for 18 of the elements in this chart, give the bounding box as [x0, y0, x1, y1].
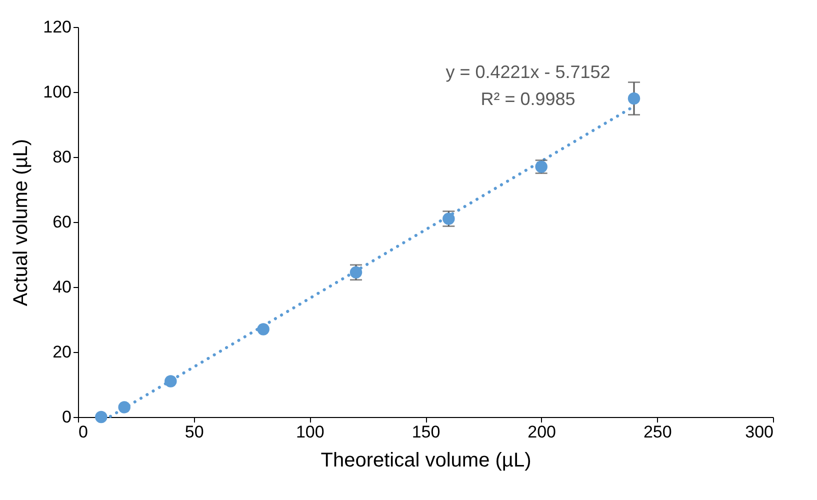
y-tick-label: 80 [52, 148, 72, 166]
annotation: R² = 0.9985 [480, 89, 576, 109]
x-tick-label: 250 [643, 422, 672, 442]
y-tick-label: 100 [43, 82, 72, 102]
x-tick-label: 0 [78, 422, 88, 442]
y-axis-title: Actual volume (µL) [10, 138, 32, 306]
x-tick-label: 100 [296, 422, 324, 442]
y-tick-label: 60 [52, 212, 72, 232]
x-tick-label: 300 [745, 422, 774, 442]
annotation: y = 0.4221x - 5.7152 [446, 62, 610, 82]
y-tick-label: 20 [52, 342, 72, 362]
x-tick-label: 50 [184, 422, 204, 442]
x-axis-title: Theoretical volume (µL) [320, 450, 532, 472]
x-tick-label: 200 [528, 422, 556, 442]
y-tick-label: 120 [43, 18, 72, 36]
x-tick-label: 150 [412, 422, 440, 442]
y-tick-label: 40 [52, 278, 72, 296]
y-tick-label: 0 [62, 408, 72, 426]
